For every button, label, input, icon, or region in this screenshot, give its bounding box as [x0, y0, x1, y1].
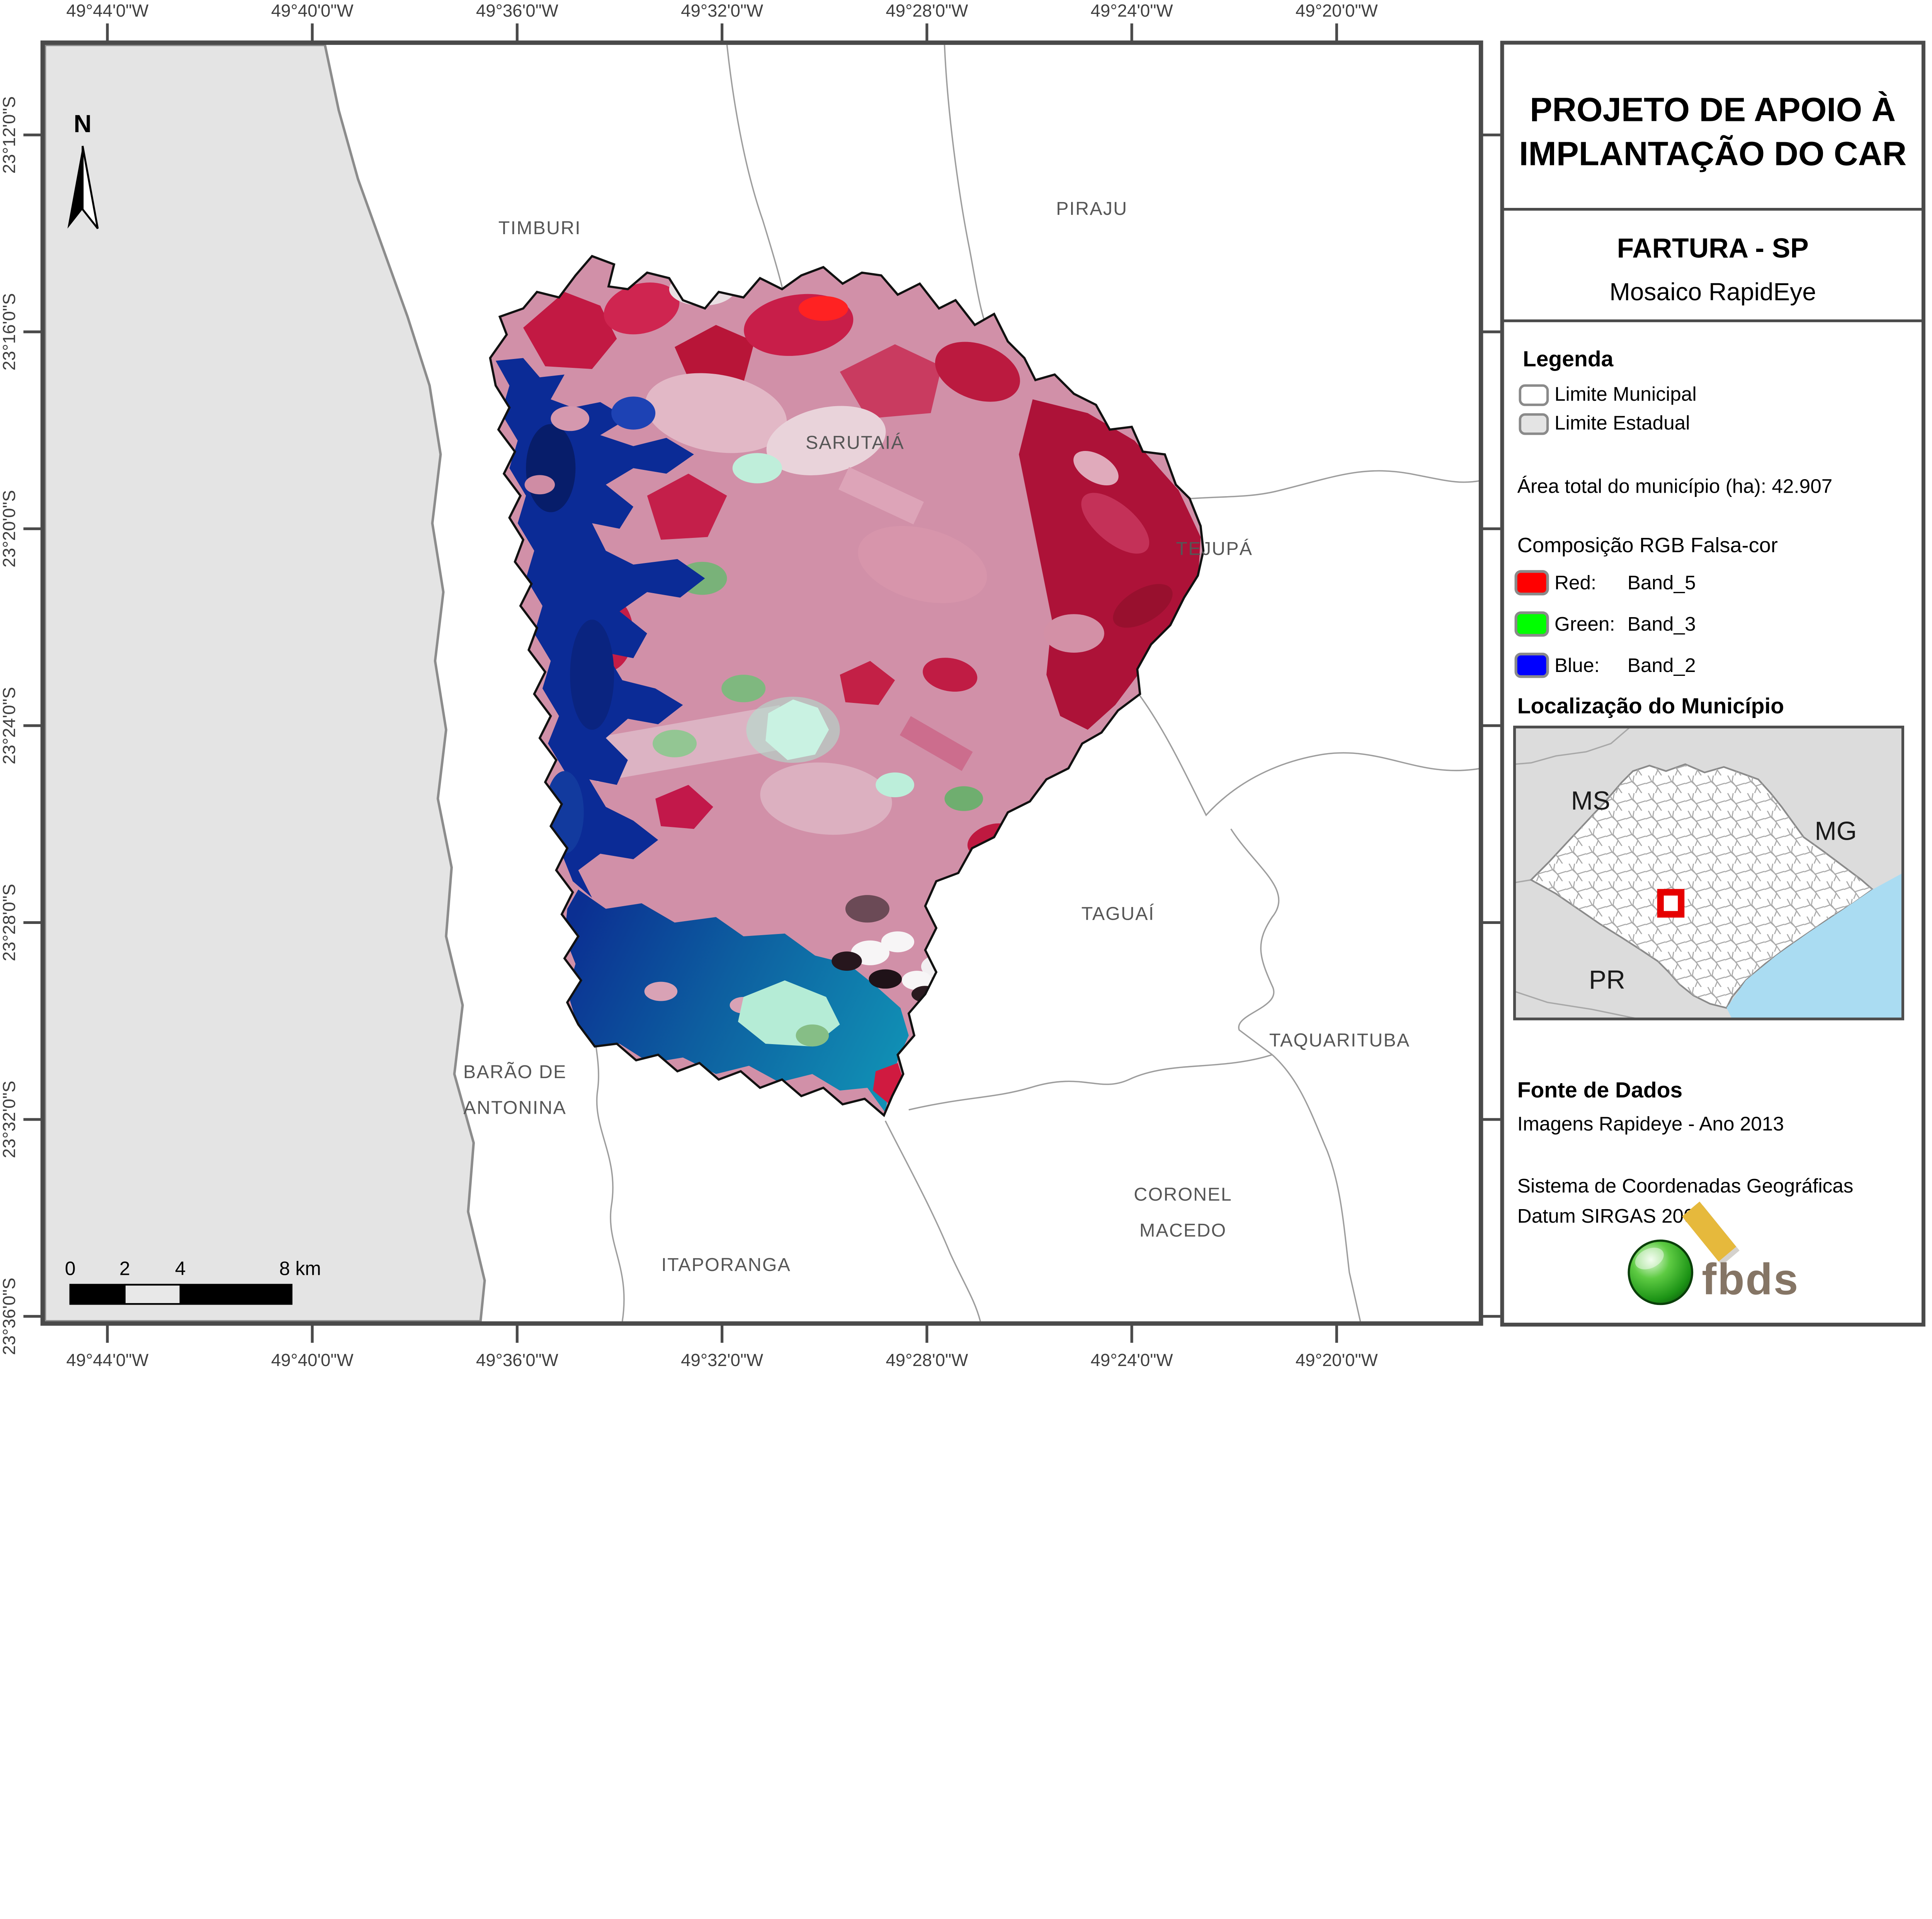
label-barao-2: ANTONINA [463, 1097, 566, 1118]
logo-globe-icon [1628, 1239, 1694, 1305]
red-band-label: Red: [1554, 572, 1596, 594]
logo-globe-highlight [1635, 1247, 1664, 1269]
project-title-line2: IMPLANTAÇÃO DO CAR [1519, 135, 1906, 173]
scale-0: 0 [65, 1258, 76, 1279]
svg-text:23°28'0"S: 23°28'0"S [0, 884, 19, 961]
label-tejupa: TEJUPÁ [1176, 538, 1253, 559]
data-source: Fonte de Dados Imagens Rapideye - Ano 20… [1517, 1078, 1854, 1227]
label-piraju: PIRAJU [1056, 198, 1128, 219]
panel-border [1500, 41, 1925, 1327]
label-coronel-macedo: CORONEL [1134, 1184, 1232, 1205]
svg-text:49°20'0"W: 49°20'0"W [1296, 1350, 1378, 1368]
inset-label-ms: MS [1571, 786, 1611, 815]
label-barao: BARÃO DE [463, 1062, 567, 1082]
logo-wordmark: fbds [1702, 1255, 1799, 1304]
main-map: TIMBURI PIRAJU SARUTAIÁ TEJUPÁ TAGUAÍ TA… [0, 1, 1500, 1368]
svg-text:49°36'0"W: 49°36'0"W [476, 1350, 558, 1368]
blue-band-label: Blue: [1554, 654, 1600, 676]
map-frame [40, 40, 1483, 1326]
graticule [23, 23, 1500, 1343]
svg-text:49°36'0"W: 49°36'0"W [476, 1, 558, 20]
label-sarutaia: SARUTAIÁ [806, 432, 905, 453]
fbds-logo: fbds [1628, 1201, 1799, 1305]
svg-text:49°28'0"W: 49°28'0"W [886, 1, 968, 20]
limite-municipal-label: Limite Municipal [1554, 383, 1697, 405]
legend: Legenda Limite Municipal Limite Estadual… [1514, 347, 1833, 678]
svg-text:49°40'0"W: 49°40'0"W [271, 1, 354, 20]
location-header: Localização do Município [1517, 694, 1784, 718]
scale-8km: 8 km [279, 1258, 321, 1279]
limite-estadual-swatch [1519, 413, 1549, 435]
red-band-value: Band_5 [1628, 572, 1696, 594]
svg-text:23°32'0"S: 23°32'0"S [0, 1081, 19, 1158]
fartura-municipality-outline [489, 255, 1205, 1117]
svg-text:49°24'0"W: 49°24'0"W [1091, 1, 1173, 20]
red-band-swatch [1514, 570, 1549, 595]
svg-text:49°40'0"W: 49°40'0"W [271, 1350, 354, 1368]
source-header: Fonte de Dados [1517, 1078, 1683, 1102]
svg-text:49°32'0"W: 49°32'0"W [681, 1, 763, 20]
svg-text:49°20'0"W: 49°20'0"W [1296, 1, 1378, 20]
rgb-composition-header: Composição RGB Falsa-cor [1517, 534, 1778, 557]
inset-border [1513, 725, 1905, 1021]
inset-label-mg: MG [1815, 817, 1857, 846]
product-subtitle: Mosaico RapidEye [1609, 278, 1816, 306]
limite-municipal-swatch [1519, 384, 1549, 406]
source-line2: Sistema de Coordenadas Geográficas [1517, 1175, 1854, 1197]
north-arrow-label: N [74, 110, 92, 138]
fartura-location-marker [1657, 889, 1685, 918]
scale-bar: 0 2 4 8 km [65, 1258, 321, 1305]
municipality-title: FARTURA - SP [1617, 233, 1809, 264]
svg-text:23°12'0"S: 23°12'0"S [0, 96, 19, 174]
svg-text:23°16'0"S: 23°16'0"S [0, 293, 19, 371]
info-panel: PROJETO DE APOIO À IMPLANTAÇÃO DO CAR FA… [1500, 41, 1925, 1327]
map-document: TIMBURI PIRAJU SARUTAIÁ TEJUPÁ TAGUAÍ TA… [0, 1, 1925, 1368]
inset-label-pr: PR [1589, 965, 1625, 994]
green-band-label: Green: [1554, 613, 1615, 635]
north-arrow-icon: N [67, 110, 99, 230]
graticule-labels: 49°44'0"W 49°40'0"W 49°36'0"W 49°32'0"W … [0, 1, 1378, 1368]
svg-text:23°24'0"S: 23°24'0"S [0, 687, 19, 764]
svg-text:23°36'0"S: 23°36'0"S [0, 1278, 19, 1355]
source-line1: Imagens Rapideye - Ano 2013 [1517, 1113, 1784, 1135]
limite-estadual-label: Limite Estadual [1554, 412, 1690, 434]
svg-text:49°44'0"W: 49°44'0"W [66, 1350, 148, 1368]
svg-text:49°28'0"W: 49°28'0"W [886, 1350, 968, 1368]
legend-header: Legenda [1523, 347, 1614, 371]
scale-4: 4 [175, 1258, 186, 1279]
label-taguai: TAGUAÍ [1082, 903, 1155, 924]
svg-text:49°32'0"W: 49°32'0"W [681, 1350, 763, 1368]
ocean [1726, 873, 1903, 1019]
label-timburi: TIMBURI [498, 218, 581, 238]
svg-text:49°24'0"W: 49°24'0"W [1091, 1350, 1173, 1368]
svg-text:23°20'0"S: 23°20'0"S [0, 490, 19, 567]
label-coronel-macedo-2: MACEDO [1139, 1220, 1227, 1241]
scale-2: 2 [119, 1258, 130, 1279]
blue-band-swatch [1514, 652, 1549, 678]
blue-band-value: Band_2 [1628, 654, 1696, 676]
green-band-value: Band_3 [1628, 613, 1696, 635]
label-taquarituba: TAQUARITUBA [1269, 1030, 1410, 1051]
state-parana-region [43, 43, 486, 1323]
svg-text:49°44'0"W: 49°44'0"W [66, 1, 148, 20]
location-inset: Localização do Município MS MG PR [1513, 694, 1905, 1021]
green-band-swatch [1514, 611, 1549, 637]
project-title-line1: PROJETO DE APOIO À [1530, 91, 1896, 129]
source-line3: Datum SIRGAS 2000 [1517, 1205, 1706, 1227]
area-total-text: Área total do município (ha): 42.907 [1517, 475, 1833, 497]
logo-bar-icon [1682, 1201, 1736, 1262]
label-itaporanga: ITAPORANGA [662, 1254, 791, 1275]
